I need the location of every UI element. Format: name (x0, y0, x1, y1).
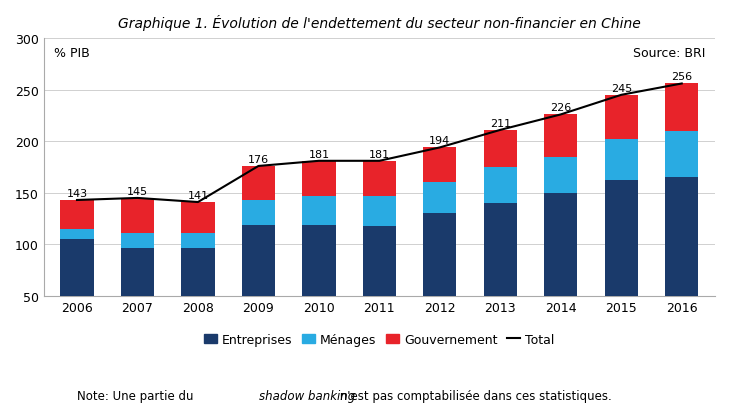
Bar (121, 234, 154, 249)
Legend: Entreprises, Ménages, Gouvernement, Total: Entreprises, Ménages, Gouvernement, Tota… (204, 333, 554, 346)
Text: shadow banking: shadow banking (259, 389, 356, 402)
Line: Total: Total (77, 84, 682, 202)
Total (617, 93, 626, 98)
Bar (61, 240, 93, 348)
Text: 181: 181 (369, 149, 390, 160)
Bar (544, 193, 577, 348)
Text: 211: 211 (490, 119, 511, 128)
Bar (181, 249, 215, 348)
Total (133, 196, 142, 201)
Total (496, 128, 504, 133)
Text: 176: 176 (248, 155, 269, 164)
Total (677, 82, 686, 87)
Bar (423, 183, 456, 214)
Bar (61, 229, 93, 240)
Text: 256: 256 (671, 72, 692, 82)
Text: n'est pas comptabilisée dans ces statistiques.: n'est pas comptabilisée dans ces statist… (336, 389, 612, 402)
Bar (242, 225, 275, 348)
Text: 145: 145 (127, 187, 148, 196)
Bar (484, 204, 517, 348)
Text: 143: 143 (66, 189, 88, 198)
Bar (604, 181, 638, 348)
Total (556, 112, 565, 117)
Bar (363, 226, 396, 348)
Bar (484, 168, 517, 204)
Text: 226: 226 (550, 103, 572, 113)
Bar (484, 130, 517, 168)
Total (72, 198, 81, 203)
Bar (121, 249, 154, 348)
Bar (423, 148, 456, 183)
Bar (544, 157, 577, 193)
Bar (665, 84, 699, 132)
Bar (121, 198, 154, 234)
Text: 194: 194 (429, 136, 450, 146)
Total (193, 200, 202, 205)
Text: 245: 245 (610, 83, 632, 94)
Bar (242, 166, 275, 200)
Bar (423, 214, 456, 348)
Text: % PIB: % PIB (54, 47, 90, 60)
Bar (544, 115, 577, 157)
Bar (363, 196, 396, 226)
Title: Graphique 1. Évolution de l'endettement du secteur non-financier en Chine: Graphique 1. Évolution de l'endettement … (118, 15, 641, 31)
Bar (302, 225, 336, 348)
Total (436, 146, 445, 151)
Bar (363, 162, 396, 196)
Bar (181, 234, 215, 249)
Bar (61, 200, 93, 229)
Total (315, 159, 323, 164)
Text: 181: 181 (308, 149, 329, 160)
Total (375, 159, 384, 164)
Bar (181, 202, 215, 234)
Total (254, 164, 263, 169)
Text: Source: BRI: Source: BRI (633, 47, 705, 60)
Bar (604, 96, 638, 140)
Bar (302, 196, 336, 225)
Bar (302, 162, 336, 196)
Text: 141: 141 (188, 191, 209, 200)
Bar (665, 132, 699, 178)
Bar (665, 178, 699, 348)
Bar (604, 140, 638, 181)
Bar (242, 200, 275, 225)
Text: Note: Une partie du: Note: Une partie du (77, 389, 197, 402)
